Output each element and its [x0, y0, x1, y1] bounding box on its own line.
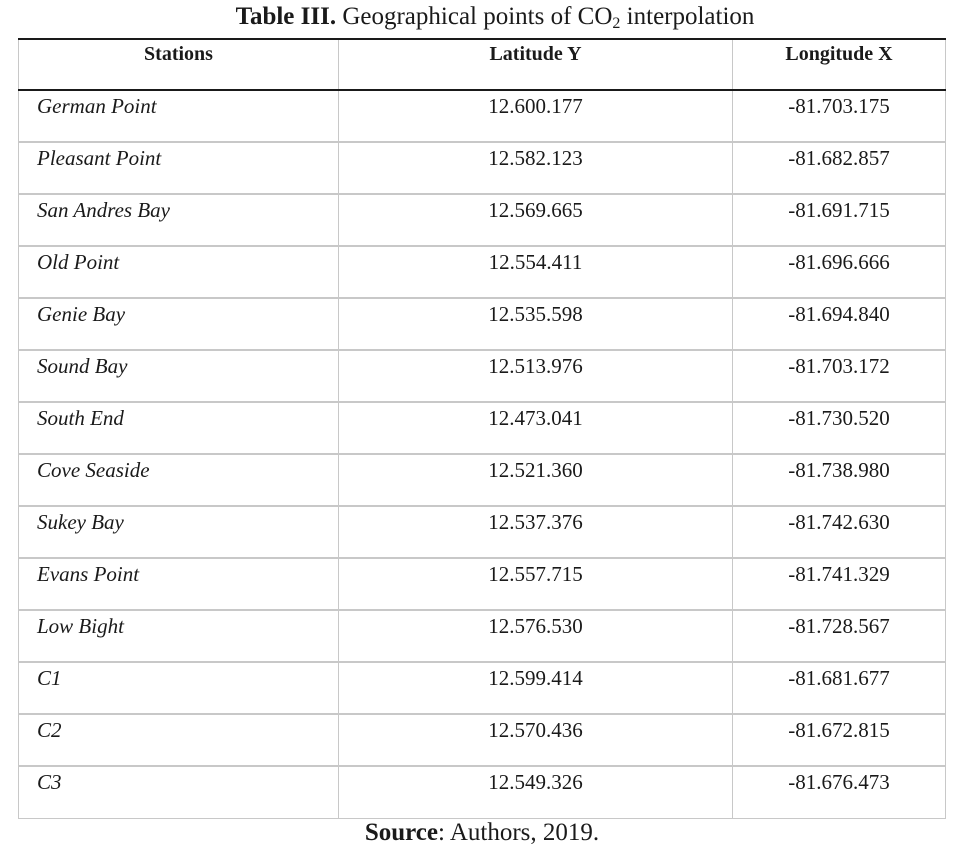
- longitude-cell: -81.696.666: [732, 245, 946, 299]
- longitude-cell: -81.681.677: [732, 661, 946, 715]
- station-cell: C1: [18, 661, 339, 715]
- geo-points-table: Stations Latitude Y Longitude X German P…: [18, 38, 946, 819]
- latitude-cell: 12.599.414: [338, 661, 733, 715]
- latitude-cell: 12.473.041: [338, 401, 733, 455]
- table-row: Sukey Bay 12.537.376 -81.742.630: [18, 505, 946, 559]
- longitude-cell: -81.676.473: [732, 765, 946, 819]
- longitude-cell: -81.694.840: [732, 297, 946, 351]
- latitude-cell: 12.521.360: [338, 453, 733, 507]
- latitude-cell: 12.557.715: [338, 557, 733, 611]
- table-row: German Point 12.600.177 -81.703.175: [18, 90, 946, 143]
- table-row: San Andres Bay 12.569.665 -81.691.715: [18, 193, 946, 247]
- table-row: South End 12.473.041 -81.730.520: [18, 401, 946, 455]
- table-row: Old Point 12.554.411 -81.696.666: [18, 245, 946, 299]
- header-longitude: Longitude X: [732, 38, 946, 91]
- table-row: C2 12.570.436 -81.672.815: [18, 713, 946, 767]
- latitude-cell: 12.513.976: [338, 349, 733, 403]
- header-stations: Stations: [18, 38, 339, 91]
- table-row: Genie Bay 12.535.598 -81.694.840: [18, 297, 946, 351]
- longitude-cell: -81.730.520: [732, 401, 946, 455]
- source-note: Source: Authors, 2019.: [0, 818, 964, 848]
- station-cell: Old Point: [18, 245, 339, 299]
- station-cell: German Point: [18, 90, 339, 143]
- caption-label: Table III.: [235, 3, 337, 30]
- station-cell: C3: [18, 765, 339, 819]
- latitude-cell: 12.535.598: [338, 297, 733, 351]
- table-row: Cove Seaside 12.521.360 -81.738.980: [18, 453, 946, 507]
- caption-text: Geographical points of CO: [342, 3, 613, 30]
- longitude-cell: -81.691.715: [732, 193, 946, 247]
- table-row: Pleasant Point 12.582.123 -81.682.857: [18, 141, 946, 195]
- station-cell: Low Bight: [18, 609, 339, 663]
- longitude-cell: -81.703.175: [732, 90, 946, 143]
- latitude-cell: 12.600.177: [338, 90, 733, 143]
- latitude-cell: 12.582.123: [338, 141, 733, 195]
- latitude-cell: 12.570.436: [338, 713, 733, 767]
- station-cell: Genie Bay: [18, 297, 339, 351]
- table-row: Evans Point 12.557.715 -81.741.329: [18, 557, 946, 611]
- latitude-cell: 12.537.376: [338, 505, 733, 559]
- station-cell: Evans Point: [18, 557, 339, 611]
- latitude-cell: 12.576.530: [338, 609, 733, 663]
- station-cell: Pleasant Point: [18, 141, 339, 195]
- table-row: C3 12.549.326 -81.676.473: [18, 765, 946, 819]
- longitude-cell: -81.728.567: [732, 609, 946, 663]
- latitude-cell: 12.554.411: [338, 245, 733, 299]
- table-body: German Point 12.600.177 -81.703.175 Pleasan…: [18, 90, 946, 819]
- table-row: Low Bight 12.576.530 -81.728.567: [18, 609, 946, 663]
- station-cell: Sound Bay: [18, 349, 339, 403]
- caption-subscript: 2: [612, 15, 621, 32]
- source-label: Source: [364, 819, 439, 846]
- longitude-cell: -81.738.980: [732, 453, 946, 507]
- station-cell: Cove Seaside: [18, 453, 339, 507]
- longitude-cell: -81.703.172: [732, 349, 946, 403]
- longitude-cell: -81.682.857: [732, 141, 946, 195]
- station-cell: C2: [18, 713, 339, 767]
- table-caption: Table III. Geographical points of CO2 in…: [0, 3, 964, 32]
- table-header: Stations Latitude Y Longitude X: [18, 38, 946, 91]
- table-row: Sound Bay 12.513.976 -81.703.172: [18, 349, 946, 403]
- station-cell: South End: [18, 401, 339, 455]
- header-row: Stations Latitude Y Longitude X: [18, 38, 946, 91]
- latitude-cell: 12.569.665: [338, 193, 733, 247]
- table-row: C1 12.599.414 -81.681.677: [18, 661, 946, 715]
- longitude-cell: -81.742.630: [732, 505, 946, 559]
- header-latitude: Latitude Y: [338, 38, 733, 91]
- longitude-cell: -81.672.815: [732, 713, 946, 767]
- latitude-cell: 12.549.326: [338, 765, 733, 819]
- station-cell: Sukey Bay: [18, 505, 339, 559]
- source-text: : Authors, 2019.: [438, 819, 600, 846]
- table-container: Stations Latitude Y Longitude X German P…: [18, 38, 946, 819]
- station-cell: San Andres Bay: [18, 193, 339, 247]
- longitude-cell: -81.741.329: [732, 557, 946, 611]
- caption-text-end: interpolation: [620, 3, 755, 30]
